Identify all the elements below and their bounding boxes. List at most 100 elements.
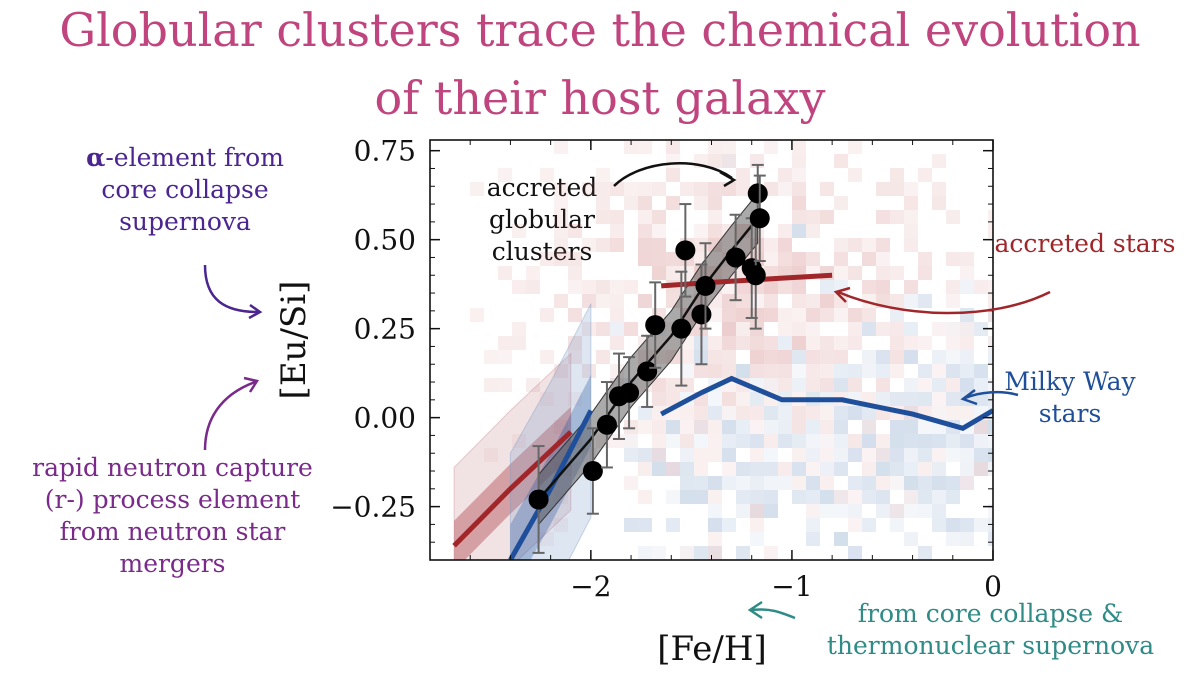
heat-cell-red: [876, 266, 890, 280]
heat-cell-red: [960, 406, 974, 420]
heat-cell-blue: [750, 532, 764, 546]
alpha-symbol: α: [86, 143, 106, 172]
heat-cell-red: [554, 224, 568, 238]
heat-cell-red: [848, 266, 862, 280]
heat-cell-red: [498, 378, 512, 392]
heat-cell-blue: [974, 420, 988, 434]
milky-way-line: [660, 375, 993, 431]
heat-cell-red: [722, 350, 736, 364]
iron-arrow: [751, 608, 796, 620]
heat-cell-red: [582, 280, 596, 294]
heat-cell-red: [862, 462, 876, 476]
heat-cell-blue: [750, 462, 764, 476]
heat-cell-blue: [960, 532, 974, 546]
heat-cell-red: [946, 336, 960, 350]
gc-point: [671, 318, 692, 339]
heat-cell-red: [834, 308, 848, 322]
alpha-arrow-head: [248, 303, 263, 320]
heat-cell-red: [750, 518, 764, 532]
heat-cell-blue: [904, 532, 918, 546]
heat-cell-blue: [890, 434, 904, 448]
heat-cell-red: [596, 168, 610, 182]
heat-cell-red: [582, 238, 596, 252]
heat-cell-red: [806, 308, 820, 322]
heat-cell-red: [848, 336, 862, 350]
heat-cell-red: [708, 140, 722, 154]
heat-cell-red: [638, 196, 652, 210]
heat-cell-red: [890, 210, 904, 224]
milky-way-arrow: [964, 390, 1019, 400]
heat-cell-red: [638, 420, 652, 434]
heat-cell-red: [610, 294, 624, 308]
heat-cell-blue: [736, 490, 750, 504]
heat-cell-blue: [764, 420, 778, 434]
heat-cell-red: [750, 406, 764, 420]
heat-cell-red: [624, 182, 638, 196]
heat-cell-blue: [750, 476, 764, 490]
heat-cell-red: [918, 378, 932, 392]
heat-cell-blue: [764, 378, 778, 392]
heat-cell-blue: [932, 490, 946, 504]
heat-cell-red: [694, 406, 708, 420]
heat-cell-blue: [876, 490, 890, 504]
heat-cell-red: [820, 476, 834, 490]
y-tick-label: 0.25: [354, 313, 416, 346]
heat-cell-blue: [666, 420, 680, 434]
heat-cell-red: [666, 140, 680, 154]
heat-cell-red: [750, 350, 764, 364]
alpha-arrow: [203, 264, 259, 314]
heat-cell-blue: [988, 518, 993, 532]
heat-cell-red: [876, 238, 890, 252]
heat-cell-red: [764, 546, 778, 560]
heat-cell-blue: [834, 448, 848, 462]
heat-cell-blue: [918, 476, 932, 490]
heat-cell-blue: [666, 490, 680, 504]
heat-cell-blue: [946, 434, 960, 448]
heat-cell-red: [890, 168, 904, 182]
heat-cell-red: [764, 364, 778, 378]
heat-cell-red: [708, 532, 722, 546]
heat-cell-red: [806, 406, 820, 420]
heat-cell-red: [708, 350, 722, 364]
x-tick-label: −1: [771, 570, 812, 603]
heat-cell-blue: [792, 350, 806, 364]
iron-arrow-head: [747, 600, 763, 620]
heat-cell-red: [946, 294, 960, 308]
heat-cell-red: [862, 280, 876, 294]
heat-cell-blue: [862, 350, 876, 364]
heat-cell-red: [904, 196, 918, 210]
heat-cell-blue: [918, 490, 932, 504]
heat-cell-red: [806, 364, 820, 378]
heat-cell-blue: [764, 504, 778, 518]
heat-cell-red: [904, 336, 918, 350]
heat-cell-red: [820, 336, 834, 350]
heat-cell-red: [470, 182, 484, 196]
heat-cell-blue: [904, 504, 918, 518]
heat-cell-blue: [638, 546, 652, 560]
heat-cell-red: [932, 322, 946, 336]
heat-cell-blue: [988, 504, 993, 518]
heat-cell-blue: [890, 518, 904, 532]
heat-cell-red: [722, 308, 736, 322]
heat-cell-blue: [904, 420, 918, 434]
heat-cell-red: [708, 154, 722, 168]
heat-cell-red: [610, 336, 624, 350]
heat-cell-blue: [904, 434, 918, 448]
heat-cell-red: [960, 266, 974, 280]
heat-cell-red: [512, 322, 526, 336]
heat-cell-red: [568, 350, 582, 364]
heat-cell-red: [512, 224, 526, 238]
heat-cell-red: [792, 280, 806, 294]
heat-cell-blue: [638, 518, 652, 532]
heat-cell-red: [638, 224, 652, 238]
heat-cell-blue: [806, 434, 820, 448]
heat-cell-red: [610, 308, 624, 322]
heat-cell-red: [764, 140, 778, 154]
heat-cell-blue: [722, 434, 736, 448]
gc-point: [675, 240, 696, 261]
heat-cell-blue: [806, 476, 820, 490]
heat-cell-blue: [638, 448, 652, 462]
heat-cell-blue: [750, 434, 764, 448]
heat-cell-blue: [820, 434, 834, 448]
heat-cell-red: [666, 378, 680, 392]
